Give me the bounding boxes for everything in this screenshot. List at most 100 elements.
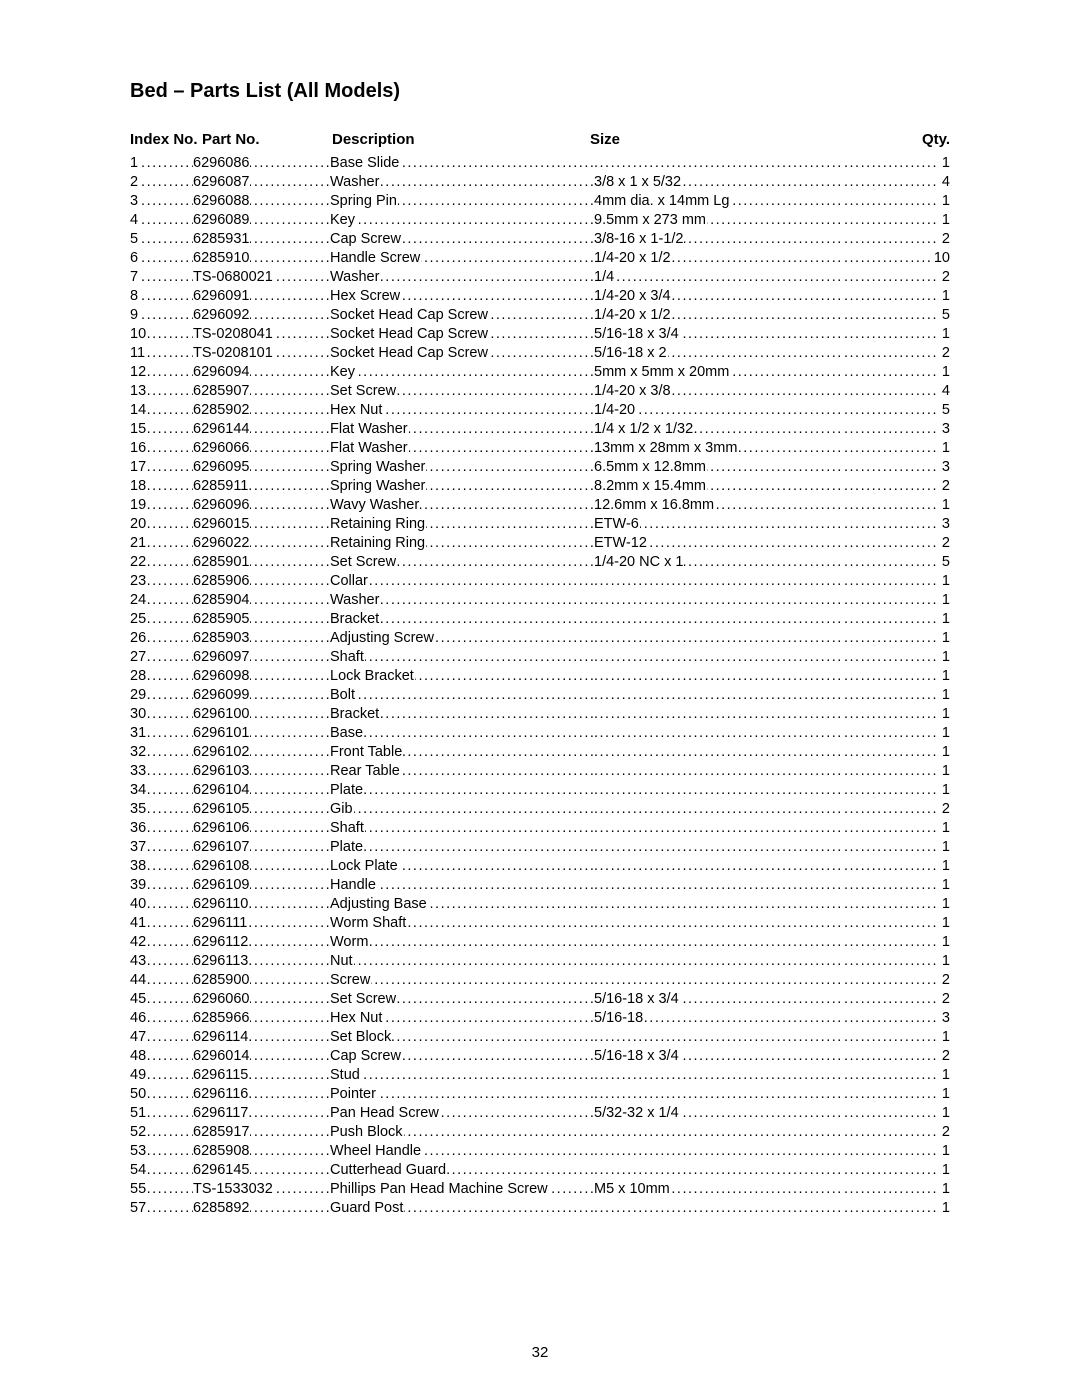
cell-qty-text: 2 [939, 268, 950, 287]
header-part: Part No. [202, 131, 332, 148]
cell-index-text: 44 [130, 972, 147, 988]
cell-qty: 1 [844, 933, 950, 952]
cell-index: 26 [130, 629, 193, 648]
cell-qty-text: 1 [939, 629, 950, 648]
cell-index: 37 [130, 838, 193, 857]
cell-desc-text: Nut [330, 953, 354, 969]
cell-part-text: 6296100 [193, 706, 250, 722]
cell-part-text: 6285911 [193, 478, 249, 494]
cell-part-text: 6296091 [193, 288, 250, 304]
cell-index-text: 15 [130, 421, 147, 437]
cell-desc: Screw [330, 971, 594, 990]
cell-desc: Front Table [330, 743, 594, 762]
cell-qty: 1 [844, 914, 950, 933]
cell-size: 3/8 x 1 x 5/32 [594, 173, 844, 192]
cell-index: 44 [130, 971, 193, 990]
cell-size-text [594, 858, 595, 874]
cell-desc: Wavy Washer [330, 496, 594, 515]
cell-qty: 5 [844, 553, 950, 572]
cell-qty: 5 [844, 306, 950, 325]
cell-qty-text: 5 [939, 553, 950, 572]
cell-desc-text: Gib [330, 801, 354, 817]
cell-index-text: 40 [130, 896, 147, 912]
cell-part-text: 6296088 [193, 193, 250, 209]
cell-index-text: 49 [130, 1067, 147, 1083]
cell-desc-text: Guard Post [330, 1200, 404, 1216]
cell-index-text: 35 [130, 801, 147, 817]
cell-part: 6296145 [193, 1161, 330, 1180]
cell-index-text: 30 [130, 706, 147, 722]
cell-part-text: 6296105 [193, 801, 250, 817]
cell-index: 16 [130, 439, 193, 458]
table-row: 436296113Nut1 [130, 952, 950, 971]
cell-desc-text: Retaining Ring [330, 535, 426, 551]
table-row: 196296096Wavy Washer12.6mm x 16.8mm1 [130, 496, 950, 515]
cell-part-text: 6285901 [193, 554, 250, 570]
cell-index: 34 [130, 781, 193, 800]
cell-desc: Retaining Ring [330, 515, 594, 534]
cell-desc: Washer [330, 173, 594, 192]
cell-index: 11 [130, 344, 193, 363]
cell-index-text: 26 [130, 630, 147, 646]
table-row: 55TS-1533032Phillips Pan Head Machine Sc… [130, 1180, 950, 1199]
cell-size-text: 9.5mm x 273 mm [594, 212, 707, 228]
cell-desc-text: Handle Screw [330, 250, 421, 266]
cell-size-text [594, 744, 595, 760]
cell-part-text: 6296098 [193, 668, 250, 684]
cell-size [594, 800, 844, 819]
table-row: 86296091Hex Screw1/4-20 x 3/41 [130, 287, 950, 306]
cell-qty-text: 1 [939, 819, 950, 838]
cell-desc: Hex Nut [330, 1009, 594, 1028]
cell-desc: Set Block [330, 1028, 594, 1047]
cell-size: 12.6mm x 16.8mm [594, 496, 844, 515]
cell-qty: 1 [844, 686, 950, 705]
cell-desc-text: Hex Screw [330, 288, 401, 304]
cell-part-text: 6296022 [193, 535, 250, 551]
cell-size [594, 724, 844, 743]
cell-size [594, 819, 844, 838]
cell-part-text: TS-0208041 [193, 326, 274, 342]
cell-index: 51 [130, 1104, 193, 1123]
cell-index-text: 42 [130, 934, 147, 950]
cell-qty: 2 [844, 344, 950, 363]
table-row: 466285966Hex Nut5/16-183 [130, 1009, 950, 1028]
cell-size: M5 x 10mm [594, 1180, 844, 1199]
cell-index-text: 23 [130, 573, 147, 589]
cell-size-text [594, 763, 595, 779]
cell-desc: Socket Head Cap Screw [330, 306, 594, 325]
cell-desc-text: Plate [330, 782, 364, 798]
table-row: 386296108Lock Plate1 [130, 857, 950, 876]
cell-index: 24 [130, 591, 193, 610]
cell-desc: Plate [330, 781, 594, 800]
cell-size-text: 5/32-32 x 1/4 [594, 1105, 680, 1121]
cell-desc-text: Spring Pin [330, 193, 398, 209]
cell-index-text: 18 [130, 478, 147, 494]
table-row: 376296107Plate1 [130, 838, 950, 857]
cell-index-text: 6 [130, 250, 139, 266]
cell-index: 6 [130, 249, 193, 268]
cell-index-text: 48 [130, 1048, 147, 1064]
cell-part-text: 6296107 [193, 839, 250, 855]
cell-size-text [594, 1086, 595, 1102]
cell-qty-text: 1 [939, 876, 950, 895]
cell-size [594, 952, 844, 971]
cell-index-text: 14 [130, 402, 147, 418]
table-row: 66285910Handle Screw1/4-20 x 1/210 [130, 249, 950, 268]
cell-qty: 3 [844, 1009, 950, 1028]
cell-index-text: 7 [130, 269, 139, 285]
cell-part: 6296144 [193, 420, 330, 439]
cell-size [594, 154, 844, 173]
cell-part-text: 6296089 [193, 212, 250, 228]
cell-size [594, 629, 844, 648]
cell-qty-text: 5 [939, 401, 950, 420]
cell-size: 5/16-18 x 3/4 [594, 1047, 844, 1066]
table-row: 126296094Key5mm x 5mm x 20mm1 [130, 363, 950, 382]
cell-desc: Adjusting Screw [330, 629, 594, 648]
cell-desc: Socket Head Cap Screw [330, 325, 594, 344]
cell-qty: 1 [844, 192, 950, 211]
header-qty: Qty. [840, 131, 950, 148]
table-row: 546296145Cutterhead Guard1 [130, 1161, 950, 1180]
cell-desc: Gib [330, 800, 594, 819]
cell-part-text: 6285906 [193, 573, 250, 589]
cell-desc-text: Base [330, 725, 364, 741]
